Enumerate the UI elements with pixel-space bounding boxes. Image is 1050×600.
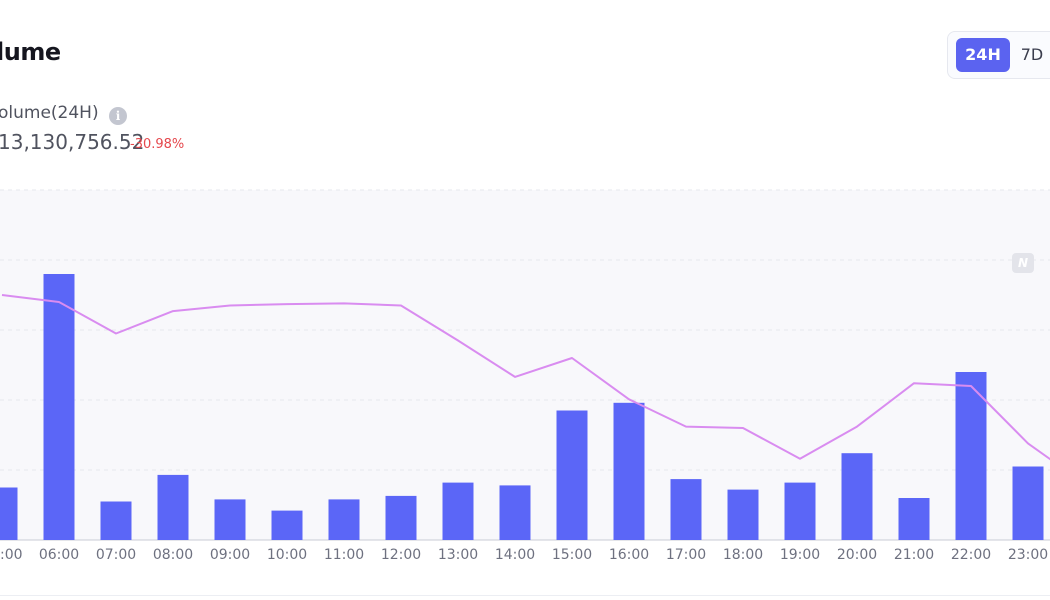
volume-bar xyxy=(556,410,588,540)
volume-value: 13,130,756.52 xyxy=(0,130,145,154)
brand-logo-icon: N xyxy=(1012,253,1034,273)
volume-bar xyxy=(784,482,816,540)
x-tick-label: 06:00 xyxy=(39,547,79,563)
x-tick-label: 21:00 xyxy=(894,547,934,563)
volume-bar xyxy=(271,510,303,540)
volume-bar xyxy=(0,487,18,540)
x-tick-label: 07:00 xyxy=(96,547,136,563)
x-tick-label: 23:00 xyxy=(1008,547,1048,563)
volume-bar xyxy=(670,479,702,540)
volume-bar xyxy=(1012,466,1044,540)
x-tick-label: 19:00 xyxy=(780,547,820,563)
bottom-divider xyxy=(0,595,1050,596)
volume-bar xyxy=(157,474,189,540)
x-tick-label: 20:00 xyxy=(837,547,877,563)
x-tick-label: :00 xyxy=(0,547,23,563)
x-tick-label: 22:00 xyxy=(951,547,991,563)
range-24h-button[interactable]: 24H xyxy=(956,38,1010,72)
x-tick-label: 09:00 xyxy=(210,547,250,563)
volume-bar xyxy=(328,499,360,540)
series-line xyxy=(1,294,1050,461)
x-tick-label: 11:00 xyxy=(324,547,364,563)
volume-bar xyxy=(499,485,531,540)
x-tick-label: 12:00 xyxy=(381,547,421,563)
x-tick-label: 17:00 xyxy=(666,547,706,563)
volume-bar xyxy=(613,402,645,540)
volume-bar xyxy=(100,501,132,540)
x-tick-label: 15:00 xyxy=(552,547,592,563)
volume-bar xyxy=(955,372,987,540)
volume-bar xyxy=(442,482,474,540)
volume-bar xyxy=(214,499,246,540)
x-tick-label: 13:00 xyxy=(438,547,478,563)
x-tick-label: 08:00 xyxy=(153,547,193,563)
x-tick-label: 16:00 xyxy=(609,547,649,563)
volume-bar xyxy=(385,495,417,540)
page-title: lume xyxy=(0,38,61,66)
volume-change: -30.98% xyxy=(130,137,185,152)
time-range-toggle: 24H 7D xyxy=(947,31,1050,79)
info-icon[interactable]: i xyxy=(109,107,127,125)
x-tick-label: 18:00 xyxy=(723,547,763,563)
volume-bar xyxy=(898,498,930,540)
volume-bar xyxy=(841,453,873,540)
volume-bar xyxy=(727,489,759,540)
range-7d-button[interactable]: 7D xyxy=(1020,45,1044,64)
x-tick-label: 10:00 xyxy=(267,547,307,563)
volume-bar xyxy=(43,274,75,540)
volume-label: olume(24H) xyxy=(0,103,99,123)
x-tick-label: 14:00 xyxy=(495,547,535,563)
